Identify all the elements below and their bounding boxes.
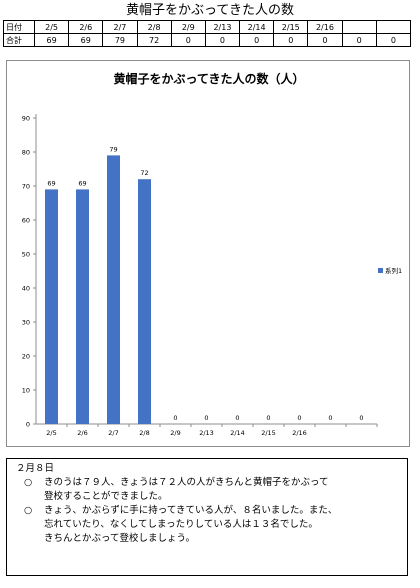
y-tick-label: 60 xyxy=(22,217,30,225)
tally-date-cell: 2/13 xyxy=(204,20,241,34)
bar xyxy=(45,189,58,424)
notes-heading: ２月８日 xyxy=(16,463,55,474)
y-tick-label: 70 xyxy=(22,183,30,191)
note-line: きちんとかぶって登校しましょう。 xyxy=(44,533,195,544)
tally-date-cell xyxy=(375,20,412,34)
data-label: 0 xyxy=(266,414,270,422)
tally-table: 日付 2/5 2/6 2/7 2/8 2/9 2/13 2/14 2/15 2/… xyxy=(3,20,412,47)
bar xyxy=(76,189,89,424)
data-label: 0 xyxy=(328,414,332,422)
data-label: 0 xyxy=(359,414,363,422)
y-tick-label: 80 xyxy=(22,149,30,157)
bar xyxy=(138,179,151,424)
tally-date-cell: 2/7 xyxy=(102,20,138,34)
x-tick-label: 2/9 xyxy=(170,429,180,437)
data-label: 79 xyxy=(109,145,117,153)
tally-total-cell: 72 xyxy=(136,33,172,47)
y-tick-label: 10 xyxy=(22,387,30,395)
data-label: 0 xyxy=(204,414,208,422)
data-label: 0 xyxy=(235,414,239,422)
data-label: 0 xyxy=(297,414,301,422)
note-line: 登校することができました。 xyxy=(44,491,168,502)
chart-title: 黄帽子をかぶってきた人の数（人） xyxy=(113,71,304,86)
data-label: 72 xyxy=(140,169,148,177)
bar-chart: 黄帽子をかぶってきた人の数（人） 0 10 20 30 40 50 60 70 80 90 69 2/5… xyxy=(22,71,402,437)
tally-total-cell: 0 xyxy=(307,33,343,47)
x-tick-label: 2/5 xyxy=(46,429,56,437)
note-line: きのうは７９人、きょうは７２人の人がきちんと黄帽子をかぶって xyxy=(44,477,329,488)
data-label: 69 xyxy=(47,179,55,187)
note-line: 忘れていたり、なくしてしまったりしている人は１３名でした。 xyxy=(44,519,318,530)
y-tick-label: 20 xyxy=(22,353,30,361)
x-tick-label: 2/7 xyxy=(108,429,118,437)
tally-date-cell: 2/14 xyxy=(239,20,275,34)
tally-total-cell: 69 xyxy=(68,33,104,47)
note-bullet: ○ xyxy=(24,477,33,488)
y-tick-label: 40 xyxy=(22,285,30,293)
tally-total-label: 合計 xyxy=(3,33,35,47)
x-tick-label: 2/16 xyxy=(292,429,307,437)
note-item: ○ きょう、かぶらずに手に持ってきている人が、８名いました。また、 忘れていたり… xyxy=(12,504,402,546)
chart-frame: 黄帽子をかぶってきた人の数（人） 0 10 20 30 40 50 60 70 80 90 69 2/5… xyxy=(6,60,410,447)
tally-date-cell: 2/15 xyxy=(273,20,309,34)
tally-total-cell: 79 xyxy=(102,33,138,47)
tally-date-cell: 2/8 xyxy=(136,20,172,34)
x-tick-label: 2/15 xyxy=(261,429,276,437)
note-line: きょう、かぶらずに手に持ってきている人が、８名いました。また、 xyxy=(44,505,338,516)
y-tick-label: 90 xyxy=(22,115,30,123)
note-bullet: ○ xyxy=(24,505,33,516)
tally-total-cell: 0 xyxy=(375,33,412,47)
page-title: 黄帽子をかぶってきた人の数 xyxy=(126,3,294,18)
tally-date-cell: 2/9 xyxy=(170,20,206,34)
tally-date-cell: 2/6 xyxy=(68,20,104,34)
x-tick-label: 2/14 xyxy=(230,429,245,437)
y-tick-label: 30 xyxy=(22,319,30,327)
data-label: 69 xyxy=(78,179,86,187)
tally-total-cell: 0 xyxy=(204,33,241,47)
tally-total-cell: 69 xyxy=(33,33,70,47)
tally-date-cell xyxy=(341,20,377,34)
tally-total-cell: 0 xyxy=(273,33,309,47)
x-tick-label: 2/13 xyxy=(199,429,214,437)
tally-date-cell: 2/16 xyxy=(307,20,343,34)
x-tick-label: 2/6 xyxy=(77,429,87,437)
tally-date-row: 日付 2/5 2/6 2/7 2/8 2/9 2/13 2/14 2/15 2/… xyxy=(3,20,412,34)
y-tick-label: 0 xyxy=(26,421,30,429)
tally-total-cell: 0 xyxy=(239,33,275,47)
tally-header-label: 日付 xyxy=(3,20,35,34)
data-label: 0 xyxy=(173,414,177,422)
legend-swatch xyxy=(378,268,383,273)
bar xyxy=(107,155,120,424)
legend-label: 系列1 xyxy=(385,266,402,275)
note-item: ○ きのうは７９人、きょうは７２人の人がきちんと黄帽子をかぶって 登校することが… xyxy=(12,476,402,504)
notes-box: ２月８日 ○ きのうは７９人、きょうは７２人の人がきちんと黄帽子をかぶって 登校… xyxy=(6,458,408,576)
x-tick-label: 2/8 xyxy=(139,429,149,437)
tally-total-cell: 0 xyxy=(341,33,377,47)
y-tick-label: 50 xyxy=(22,251,30,259)
tally-total-row: 合計 69 69 79 72 0 0 0 0 0 0 0 xyxy=(3,33,412,47)
tally-total-cell: 0 xyxy=(170,33,206,47)
tally-date-cell: 2/5 xyxy=(33,20,70,34)
